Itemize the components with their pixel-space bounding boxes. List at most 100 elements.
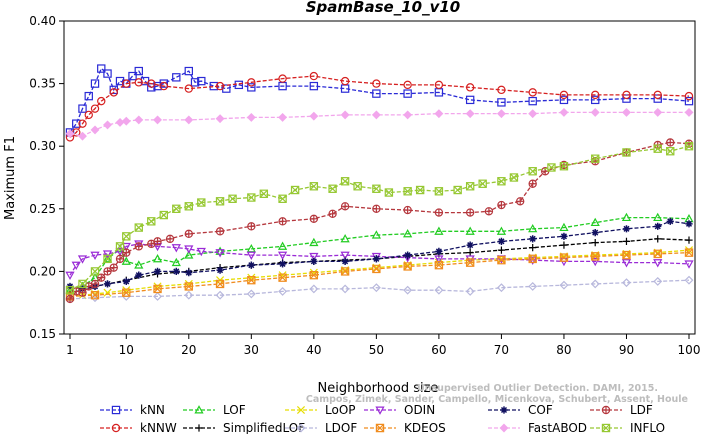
data-point [453, 185, 462, 195]
data-point [185, 269, 193, 277]
data-point [134, 260, 144, 269]
data-point [466, 249, 474, 257]
data-point [309, 71, 319, 81]
data-point [247, 273, 256, 282]
data-point [528, 88, 537, 97]
plot-frame [63, 20, 696, 335]
data-point [528, 167, 537, 176]
data-point [653, 107, 663, 117]
x-axis-label: Neighborhood size [318, 381, 439, 396]
data-point [309, 182, 319, 191]
x-tick-label: 50 [369, 343, 384, 357]
data-point [65, 129, 75, 139]
data-point [684, 142, 694, 151]
data-point [147, 217, 156, 226]
data-point [277, 241, 288, 250]
data-point [90, 267, 100, 276]
data-point [90, 290, 100, 300]
data-point [434, 187, 443, 196]
data-point [621, 212, 632, 222]
data-point [216, 197, 225, 206]
data-point [259, 189, 268, 198]
series-ldf [65, 138, 694, 304]
data-point [591, 154, 600, 163]
data-point [622, 148, 631, 157]
data-point [66, 295, 74, 303]
data-point [591, 154, 600, 163]
data-point [153, 267, 162, 275]
data-point [216, 266, 224, 274]
data-point [465, 258, 475, 267]
data-point [278, 74, 287, 83]
legend-label: COF [528, 403, 553, 417]
data-point [65, 271, 75, 280]
data-point [166, 235, 174, 243]
data-point [90, 79, 100, 88]
data-point [529, 180, 537, 188]
data-point [152, 254, 163, 263]
data-point [84, 91, 93, 101]
legend-label: FastABOD [528, 421, 587, 434]
legend-item-inflo: INFLO [590, 421, 665, 434]
data-point [134, 78, 143, 87]
data-point [497, 201, 506, 209]
data-point [135, 242, 143, 250]
data-point [121, 116, 131, 126]
data-point [184, 202, 193, 211]
data-point [434, 260, 444, 270]
data-point [246, 289, 256, 299]
data-point [109, 88, 118, 97]
y-tick-label: 0.35 [29, 77, 56, 91]
data-point [228, 194, 237, 203]
data-point [559, 222, 569, 232]
data-point [110, 264, 118, 272]
data-point [404, 206, 412, 214]
series-inflo [65, 142, 694, 295]
data-point [622, 237, 631, 245]
data-point [496, 283, 506, 293]
data-point [528, 109, 538, 119]
data-point [291, 185, 300, 195]
data-point [465, 95, 475, 105]
data-point [197, 198, 206, 207]
data-point [591, 90, 600, 100]
data-point [466, 241, 474, 249]
data-point [78, 279, 87, 289]
series-line [69, 220, 690, 290]
data-point [653, 212, 663, 222]
legend-label: kNN [140, 403, 165, 417]
legend-item-ldof: LDOF [285, 421, 357, 434]
data-point [159, 79, 168, 88]
data-point [465, 286, 475, 296]
data-point [228, 194, 237, 203]
data-point [309, 252, 319, 262]
data-point [485, 207, 493, 215]
data-point [259, 189, 269, 198]
x-tick-label: 60 [431, 343, 446, 357]
legend-item-simplifiedlof: SimplifiedLOF [183, 421, 305, 434]
data-point [528, 223, 538, 233]
data-point [591, 252, 600, 261]
data-point [601, 423, 611, 433]
data-point [78, 104, 87, 113]
data-point [111, 405, 121, 415]
data-point [115, 247, 125, 257]
series-line [69, 141, 690, 300]
data-point [190, 78, 200, 87]
data-point [340, 234, 350, 243]
data-point [310, 257, 318, 265]
data-point [310, 215, 318, 223]
data-point [135, 271, 143, 279]
data-point [184, 115, 194, 125]
data-point [184, 66, 193, 76]
data-point [122, 232, 131, 241]
data-point [434, 80, 444, 90]
data-point [90, 104, 100, 113]
data-point [296, 423, 306, 433]
data-point [122, 232, 131, 241]
data-point [122, 277, 130, 286]
series-ldof [65, 275, 694, 304]
data-point [684, 91, 694, 101]
data-point [465, 83, 475, 92]
data-point [247, 275, 256, 285]
